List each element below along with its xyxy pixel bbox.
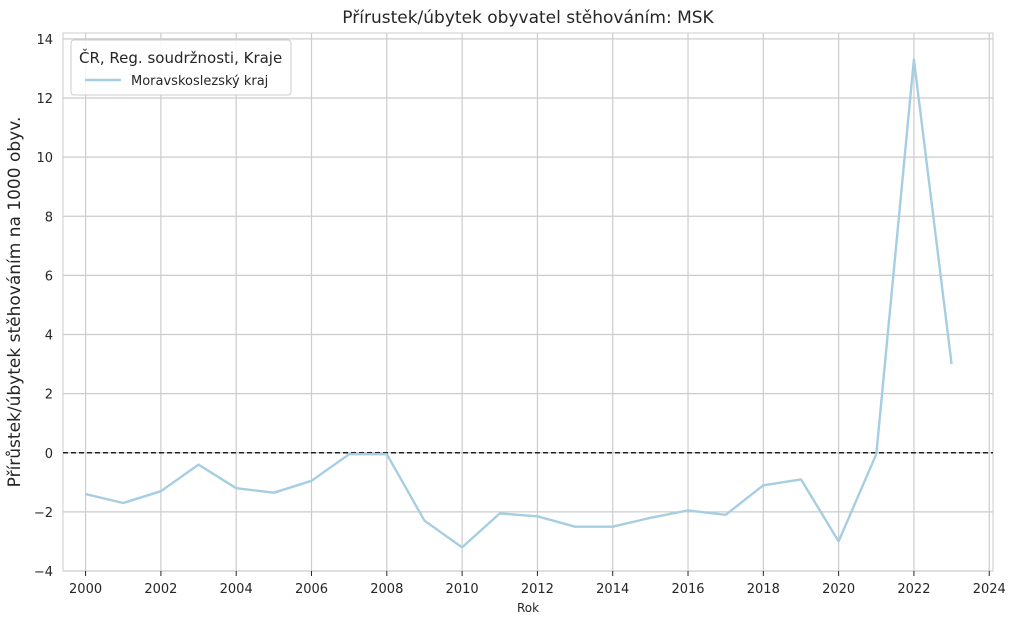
legend-title: ČR, Reg. soudržnosti, Kraje [79,48,282,67]
data-point [160,490,162,492]
legend-box [70,39,292,96]
data-point [800,478,802,480]
data-point [913,58,915,60]
legend-entry-label: Moravskoslezský kraj [131,74,268,89]
x-tick-label: 2008 [370,582,403,597]
y-tick-label: −2 [34,506,53,521]
data-point [197,463,199,465]
data-point [84,493,86,495]
grid-lines [63,33,993,572]
data-point [461,546,463,548]
data-point [612,525,614,527]
x-tick-label: 2020 [822,582,855,597]
x-tick-label: 2010 [446,582,479,597]
x-tick-label: 2006 [295,582,328,597]
data-point [536,515,538,517]
x-tick-label: 2012 [521,582,554,597]
y-tick-label: 4 [45,329,53,344]
y-tick-label: 2 [45,388,53,403]
x-tick-label: 2018 [747,582,780,597]
data-point [950,363,952,365]
y-tick-label: 8 [45,210,53,225]
y-tick-label: 6 [45,269,53,284]
data-point [875,453,877,455]
data-point [499,512,501,514]
x-tick-labels: 2000 2002 2004 2006 2008 2010 2012 2014 2016 2018… [69,571,1006,597]
data-point [348,453,350,455]
data-point [837,540,839,542]
data-point [273,491,275,493]
data-point [310,480,312,482]
x-tick-label: 2014 [596,582,629,597]
data-point [724,514,726,516]
data-point [423,520,425,522]
x-tick-label: 2002 [144,582,177,597]
data-point [122,502,124,504]
plot-frame [62,32,994,572]
data-point [235,487,237,489]
x-tick-label: 2022 [897,582,930,597]
data-point [762,484,764,486]
x-tick-label: 2004 [220,582,253,597]
data-point [574,525,576,527]
y-tick-labels: −4 −2 0 2 4 6 8 10 12 14 [34,33,53,580]
y-tick-label: −4 [34,565,53,580]
y-tick-label: 12 [36,92,53,107]
y-tick-label: 10 [36,151,53,166]
data-point [687,509,689,511]
legend: ČR, Reg. soudržnosti, Kraje Moravskoslez… [70,39,292,96]
x-tick-label: 2000 [69,582,102,597]
data-point [386,453,388,455]
x-tick-label: 2016 [671,582,704,597]
series-line [85,58,953,549]
y-axis-label: Přírůstek/úbytek stěhováním na 1000 obyv… [5,117,25,488]
chart-title: Přírustek/úbytek obyvatel stěhováním: MS… [342,8,714,28]
x-tick-label: 2024 [973,582,1006,597]
x-axis-label: Rok [517,601,539,615]
y-tick-label: 0 [45,447,53,462]
series-group [84,58,953,549]
data-point [649,517,651,519]
y-tick-label: 14 [36,33,53,48]
